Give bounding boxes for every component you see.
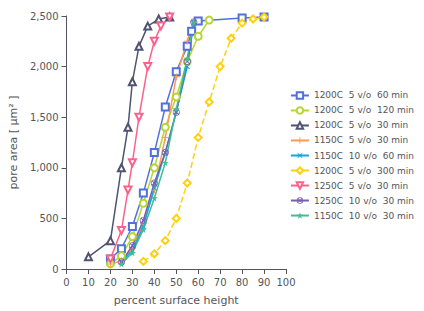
svg-text:1150C 10 v/o 30 min: 1150C 10 v/o 30 min bbox=[314, 211, 414, 221]
svg-text:80: 80 bbox=[236, 277, 249, 288]
svg-text:1,000: 1,000 bbox=[30, 162, 59, 173]
svg-text:1250C 5 v/o 30 min: 1250C 5 v/o 30 min bbox=[314, 181, 408, 191]
svg-text:1,500: 1,500 bbox=[30, 112, 59, 123]
svg-text:50: 50 bbox=[170, 277, 183, 288]
svg-text:40: 40 bbox=[148, 277, 161, 288]
svg-text:100: 100 bbox=[276, 277, 295, 288]
svg-text:0: 0 bbox=[52, 264, 58, 275]
svg-text:1200C 5 v/o 60 min: 1200C 5 v/o 60 min bbox=[314, 90, 408, 100]
svg-text:90: 90 bbox=[258, 277, 271, 288]
svg-text:500: 500 bbox=[39, 213, 58, 224]
svg-text:1200C 5 v/o 30 min: 1200C 5 v/o 30 min bbox=[314, 120, 408, 130]
svg-text:0: 0 bbox=[63, 277, 69, 288]
svg-text:60: 60 bbox=[192, 277, 205, 288]
svg-text:70: 70 bbox=[214, 277, 227, 288]
svg-text:30: 30 bbox=[126, 277, 139, 288]
svg-text:percent surface height: percent surface height bbox=[114, 294, 240, 307]
svg-text:1150C 5 v/o 30 min: 1150C 5 v/o 30 min bbox=[314, 135, 408, 145]
svg-text:1250C 10 v/o 30 min: 1250C 10 v/o 30 min bbox=[314, 196, 414, 206]
svg-text:1200C 5 v/o 300 min: 1200C 5 v/o 300 min bbox=[314, 166, 414, 176]
svg-text:2,000: 2,000 bbox=[30, 61, 59, 72]
svg-text:1200C 5 v/o 120 min: 1200C 5 v/o 120 min bbox=[314, 105, 414, 115]
svg-text:2,500: 2,500 bbox=[30, 11, 59, 22]
svg-text:pore area [ μm² ]: pore area [ μm² ] bbox=[7, 96, 20, 190]
svg-text:10: 10 bbox=[82, 277, 95, 288]
svg-text:20: 20 bbox=[104, 277, 117, 288]
svg-text:1150C 10 v/o 60 min: 1150C 10 v/o 60 min bbox=[314, 151, 414, 161]
